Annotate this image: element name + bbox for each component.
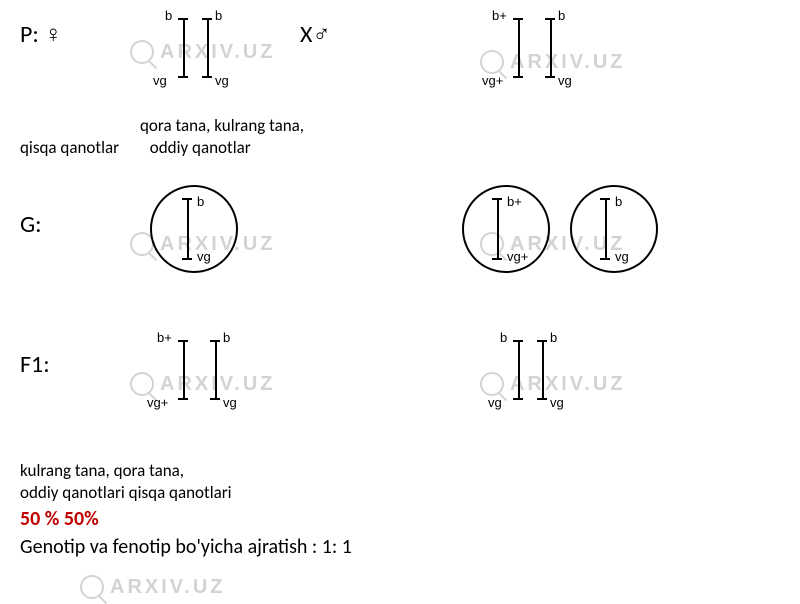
allele-label: vg <box>615 249 629 264</box>
allele-label: b+ <box>507 194 522 209</box>
allele-label: b <box>558 8 565 23</box>
allele-label: vg+ <box>482 73 503 88</box>
allele-label: b+ <box>492 8 507 23</box>
allele-label: vg <box>197 249 211 264</box>
f1-desc-line4: Genotip va fenotip bo'yicha ajratish : 1… <box>20 534 352 560</box>
chrom-p-male: b+ vg+ b vg <box>490 8 570 88</box>
allele-label: b <box>223 330 230 345</box>
row-p-label: P: ♀ <box>20 20 62 49</box>
f1-desc-line1: kulrang tana, qora tana, <box>20 460 184 482</box>
chrom-p-female: b vg b vg <box>155 8 235 88</box>
allele-label: b <box>615 194 622 209</box>
cross-symbol: X♂ <box>300 20 330 49</box>
allele-label: b <box>197 194 204 209</box>
chrom-f1-right: b vg b vg <box>490 330 570 410</box>
allele-label: vg <box>215 73 229 88</box>
allele-label: b+ <box>157 330 172 345</box>
row-g-label: G: <box>20 210 42 239</box>
allele-label: vg+ <box>147 395 168 410</box>
chrom-g-male2: b vg <box>575 190 655 268</box>
allele-label: vg+ <box>507 249 528 264</box>
allele-label: b <box>500 330 507 345</box>
allele-label: vg <box>550 395 564 410</box>
allele-label: vg <box>153 73 167 88</box>
row-f1-label: F1: <box>20 350 50 379</box>
chrom-g-female: b vg <box>155 190 235 268</box>
allele-label: b <box>165 8 172 23</box>
chrom-g-male1: b+ vg+ <box>467 190 547 268</box>
allele-label: b <box>215 8 222 23</box>
chrom-f1-left: b+ vg+ b vg <box>155 330 235 410</box>
f1-desc-line2: oddiy qanotlari qisqa qanotlari <box>20 482 232 504</box>
p-desc-line2: qisqa qanotlar oddiy qanotlar <box>20 137 251 159</box>
allele-label: vg <box>558 73 572 88</box>
f1-desc-line3: 50 % 50% <box>20 506 99 532</box>
allele-label: vg <box>488 395 502 410</box>
allele-label: vg <box>223 395 237 410</box>
allele-label: b <box>550 330 557 345</box>
p-desc-line1: qora tana, kulrang tana, <box>140 115 304 137</box>
